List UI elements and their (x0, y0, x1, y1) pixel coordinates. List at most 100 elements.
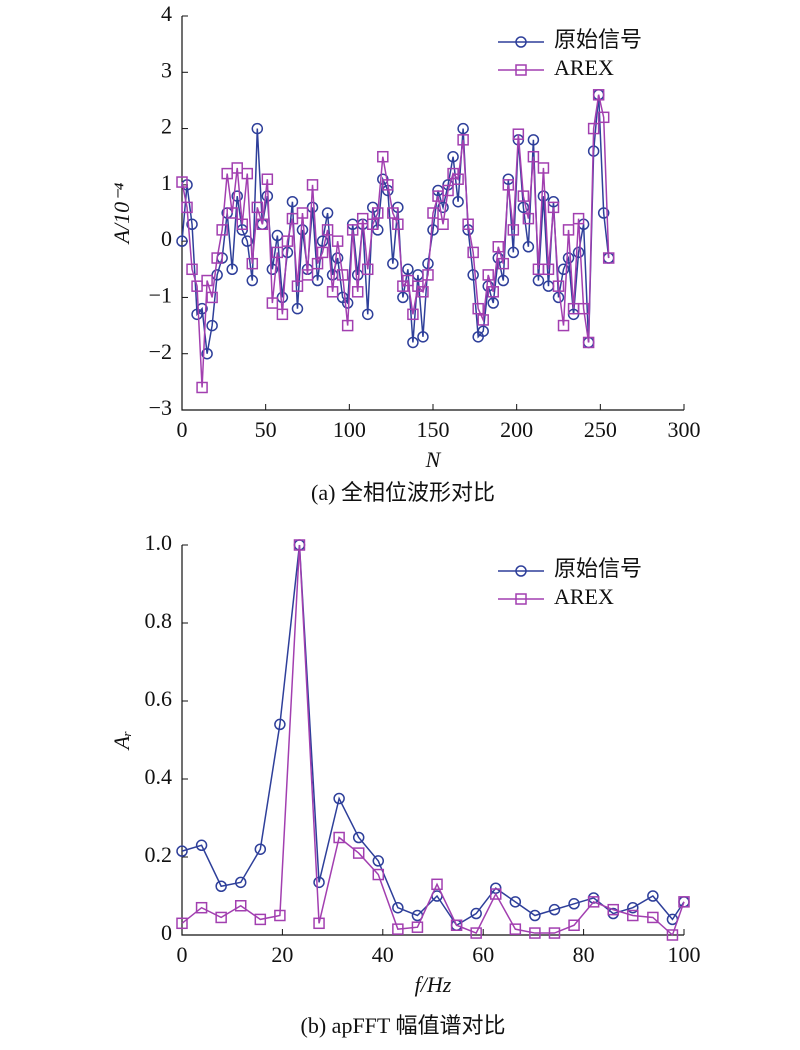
marker (627, 909, 639, 922)
marker (547, 201, 560, 214)
marker (352, 847, 365, 859)
marker (392, 218, 404, 231)
marker (497, 274, 510, 287)
marker (206, 291, 218, 304)
y-tick-label: −3 (149, 395, 172, 420)
marker (341, 297, 354, 309)
marker (587, 896, 600, 908)
x-tick-label: 50 (255, 417, 277, 442)
series-line (181, 94, 610, 354)
marker (431, 878, 443, 891)
marker (254, 913, 267, 926)
marker (568, 898, 580, 910)
marker (216, 224, 228, 236)
marker (326, 286, 339, 298)
marker (509, 923, 522, 935)
marker (442, 184, 454, 197)
marker (274, 909, 286, 922)
marker (251, 201, 264, 214)
marker (176, 235, 188, 247)
y-tick-label: 4 (161, 1, 172, 26)
marker (517, 190, 530, 202)
marker (313, 917, 325, 930)
marker (492, 241, 505, 253)
marker (333, 792, 345, 805)
marker (361, 263, 374, 276)
marker (437, 218, 449, 231)
y-tick-label: 0 (161, 226, 172, 251)
marker (291, 280, 304, 292)
marker (316, 246, 329, 259)
series-line (181, 544, 685, 927)
marker (572, 246, 585, 259)
marker (487, 286, 499, 298)
marker (411, 921, 424, 933)
x-tick-label: 0 (177, 417, 188, 442)
marker (497, 257, 510, 270)
marker (568, 919, 580, 931)
marker (387, 207, 399, 219)
x-axis-label: f/Hz (415, 972, 452, 997)
marker (392, 901, 404, 914)
marker (316, 235, 329, 247)
marker (231, 190, 243, 202)
marker (186, 263, 198, 276)
x-tick-label: 200 (500, 417, 533, 442)
marker (527, 150, 540, 163)
marker (256, 218, 269, 231)
y-tick-label: 0 (161, 920, 172, 945)
marker (470, 927, 482, 939)
marker (321, 207, 334, 219)
marker (241, 167, 254, 180)
marker (407, 308, 419, 321)
marker (462, 218, 474, 231)
marker (346, 224, 359, 236)
marker (211, 252, 223, 264)
x-tick-label: 40 (372, 942, 394, 967)
marker (246, 257, 259, 270)
marker (515, 64, 527, 76)
marker (236, 218, 248, 231)
caption: (b) apFFT 幅值谱对比 (301, 1013, 506, 1038)
marker (176, 176, 188, 188)
marker (592, 89, 605, 101)
y-axis-label: A/10⁻⁴ (109, 182, 134, 245)
marker (372, 855, 385, 867)
marker (246, 274, 259, 287)
marker (201, 274, 213, 287)
marker (490, 888, 502, 900)
marker (452, 195, 464, 208)
marker (352, 831, 365, 844)
marker (666, 929, 679, 941)
marker (507, 224, 520, 236)
x-axis-label: N (425, 447, 442, 472)
marker (470, 907, 482, 920)
marker (336, 269, 349, 281)
marker (512, 128, 525, 140)
marker (477, 325, 489, 337)
marker (527, 134, 540, 146)
marker (548, 903, 561, 916)
marker (607, 903, 619, 916)
marker (522, 241, 535, 253)
x-tick-label: 20 (271, 942, 293, 967)
y-tick-label: 2 (161, 114, 172, 139)
marker (291, 302, 304, 315)
marker (281, 235, 294, 247)
marker (266, 263, 279, 276)
marker (331, 252, 344, 264)
marker (254, 843, 267, 855)
marker (529, 909, 541, 922)
x-tick-label: 80 (573, 942, 595, 967)
marker (515, 565, 527, 577)
marker (372, 207, 384, 219)
marker (450, 919, 463, 931)
marker (301, 269, 314, 281)
marker (427, 207, 439, 219)
marker (472, 302, 484, 315)
marker (467, 269, 479, 281)
marker (552, 291, 565, 304)
marker (597, 207, 610, 219)
y-tick-label: 1.0 (145, 530, 173, 555)
